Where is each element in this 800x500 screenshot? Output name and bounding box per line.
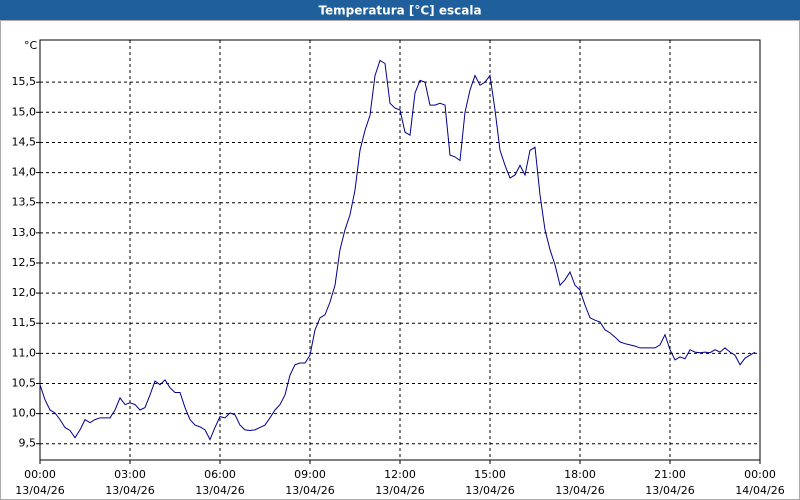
y-tick-label: 12,5 bbox=[12, 256, 37, 269]
x-tick-label: 12:00 bbox=[384, 468, 416, 481]
y-tick-label: 15,0 bbox=[12, 105, 37, 118]
x-tick-label: 06:00 bbox=[204, 468, 236, 481]
chart-title: Temperatura [°C] escala bbox=[318, 4, 481, 18]
y-tick-label: 14,0 bbox=[12, 166, 37, 179]
y-tick-label: 10,0 bbox=[12, 407, 37, 420]
x-tick-date: 13/04/26 bbox=[555, 484, 604, 497]
x-tick-date: 13/04/26 bbox=[375, 484, 424, 497]
x-tick-label: 00:00 bbox=[24, 468, 56, 481]
y-tick-label: 13,0 bbox=[12, 226, 37, 239]
y-unit: °C bbox=[24, 39, 38, 52]
y-tick-label: 15,5 bbox=[12, 75, 37, 88]
x-tick-date: 13/04/26 bbox=[645, 484, 694, 497]
x-tick-label: 09:00 bbox=[294, 468, 326, 481]
y-tick-label: 10,5 bbox=[12, 376, 37, 389]
x-tick-label: 03:00 bbox=[114, 468, 146, 481]
y-tick-label: 9,5 bbox=[19, 437, 37, 450]
x-tick-label: 18:00 bbox=[564, 468, 596, 481]
x-tick-label: 15:00 bbox=[474, 468, 506, 481]
y-tick-label: 12,0 bbox=[12, 286, 37, 299]
x-tick-date: 14/04/26 bbox=[735, 484, 784, 497]
y-tick-label: 13,5 bbox=[12, 196, 37, 209]
x-tick-date: 13/04/26 bbox=[195, 484, 244, 497]
plot-frame bbox=[39, 39, 761, 461]
title-bar bbox=[0, 0, 800, 20]
y-tick-label: 11,5 bbox=[12, 316, 37, 329]
x-tick-date: 13/04/26 bbox=[105, 484, 154, 497]
x-tick-label: 00:00 bbox=[744, 468, 776, 481]
data-line bbox=[39, 59, 756, 441]
x-tick-date: 13/04/26 bbox=[285, 484, 334, 497]
y-tick-label: 11,0 bbox=[12, 346, 37, 359]
y-tick-label: 14,5 bbox=[12, 135, 37, 148]
x-tick-date: 13/04/26 bbox=[465, 484, 514, 497]
x-tick-label: 21:00 bbox=[654, 468, 686, 481]
x-tick-date: 13/04/26 bbox=[15, 484, 64, 497]
